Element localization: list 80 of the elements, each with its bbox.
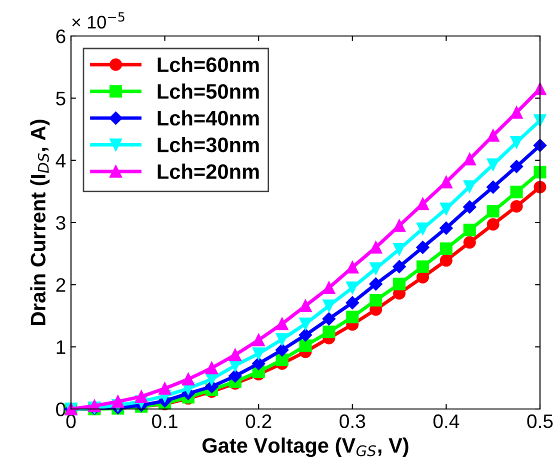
point [276, 318, 288, 330]
legend-label: Lch=20nm [158, 164, 259, 179]
point [463, 224, 476, 236]
x-tick-label: 0.4 [433, 414, 460, 428]
point [369, 277, 382, 291]
x-tick-label: 0.1 [152, 414, 178, 428]
point [205, 362, 218, 374]
point [322, 282, 336, 294]
point [440, 254, 452, 267]
point [534, 180, 546, 194]
point [416, 222, 429, 235]
y-tick-label: 6 [56, 29, 66, 44]
point [463, 152, 476, 166]
point [299, 300, 312, 312]
point [393, 278, 406, 290]
point [440, 202, 452, 216]
point [486, 205, 500, 218]
point [416, 198, 429, 210]
point [463, 236, 476, 249]
x-axis-title: Gate Voltage (V$_{GS}$, V) [202, 438, 408, 458]
point [158, 382, 172, 395]
point [463, 200, 476, 214]
legend-label: Lch=60nm [158, 56, 259, 72]
point [440, 222, 453, 235]
point [510, 186, 523, 198]
point [510, 136, 523, 149]
point [486, 158, 500, 171]
point [370, 262, 382, 275]
point [510, 106, 523, 119]
point [276, 333, 288, 346]
x-tick-label: 0.3 [340, 414, 366, 428]
point [112, 395, 124, 408]
x-tick-label: 0.2 [246, 414, 272, 428]
point [534, 166, 546, 178]
point [322, 300, 336, 312]
point [510, 160, 524, 174]
point [182, 372, 194, 386]
point [440, 242, 452, 255]
y-tick-label: 1 [56, 340, 66, 354]
point [346, 261, 359, 274]
x-tick-label: 0.5 [527, 414, 553, 428]
point [463, 180, 476, 193]
point [416, 260, 429, 273]
point [346, 296, 359, 310]
point [252, 334, 265, 346]
point [228, 348, 242, 362]
legend-label: Lch=30nm [158, 136, 259, 152]
legend-label: Lch=50nm [158, 84, 259, 99]
point [299, 339, 312, 352]
point [276, 354, 288, 366]
x-tick-label: 0 [66, 414, 76, 428]
point [534, 82, 546, 96]
point [298, 328, 312, 342]
point [275, 343, 289, 357]
legend-label: Lch=40nm [158, 110, 259, 126]
point [346, 282, 359, 294]
y-tick-label: 3 [56, 216, 66, 230]
point [228, 369, 242, 383]
y-tick-label: 2 [56, 278, 66, 292]
point [346, 310, 359, 324]
y-axis-title: Drain Current (I$_{DS}$, A) [30, 120, 50, 325]
y-tick-label: 4 [56, 154, 66, 168]
y-tick-label: 0 [56, 402, 66, 416]
point [322, 312, 336, 326]
text: × 10$^{−5}$ [72, 12, 124, 29]
point [252, 357, 266, 370]
point [510, 200, 523, 213]
point [135, 390, 148, 403]
point [416, 240, 430, 254]
point [370, 241, 382, 254]
point [486, 180, 500, 194]
point [252, 347, 265, 360]
point [322, 326, 336, 338]
point [486, 129, 500, 142]
point [299, 318, 312, 330]
point [370, 294, 382, 306]
point [486, 218, 500, 231]
y-tick-label: 5 [56, 92, 66, 106]
point [393, 219, 406, 232]
point [392, 260, 406, 274]
